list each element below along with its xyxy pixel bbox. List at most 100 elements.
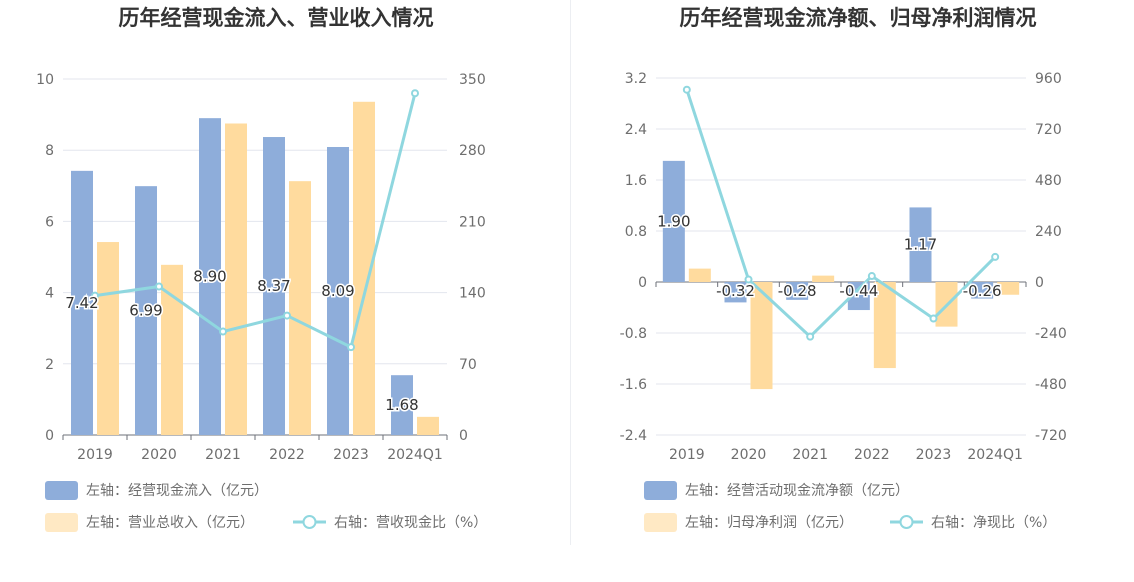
bar-secondary [812,275,835,282]
y-right-tick-label: -720 [1035,428,1067,444]
line-point [219,327,227,336]
data-label: -0.44 [839,282,878,300]
bar-secondary [688,268,711,282]
bar-secondary [873,282,896,369]
y-left-tick-label: 0.8 [625,224,647,240]
legend-swatch [644,481,677,500]
line-point [155,282,163,291]
chart-title: 历年经营现金流入、营业收入情况 [119,6,434,30]
legend-marker [899,515,914,529]
bar-secondary [997,282,1020,295]
data-label: 1.17 [904,236,937,254]
line-series [94,92,417,349]
line-point [929,314,938,323]
data-label: 6.99 [129,302,162,320]
x-tick-label: 2020 [141,447,177,463]
y-right-tick-label: -480 [1035,377,1067,393]
bar-primary [391,375,413,435]
legend-marker [302,515,317,529]
data-label: 1.68 [385,396,418,414]
data-label: -0.32 [716,282,755,300]
line-point [682,85,691,94]
bar-secondary [750,282,773,390]
line-point [991,252,1000,261]
data-label: 8.09 [321,282,354,300]
panel-divider [570,0,571,545]
y-right-tick-label: 280 [459,143,486,159]
bar-primary [847,282,870,311]
bar-secondary [289,181,311,435]
y-left-tick-label: 4 [45,286,54,302]
x-tick-label: 2022 [269,447,305,463]
bar-primary [662,160,685,282]
data-label: -0.26 [963,282,1002,300]
chart-title: 历年经营现金流净额、归母净利润情况 [680,6,1037,30]
legend-swatch [644,513,677,532]
bar-primary [786,282,809,300]
y-left-tick-label: 0 [45,428,54,444]
y-right-tick-label: 210 [459,214,486,230]
line-point [91,291,99,300]
y-right-tick-label: 350 [459,72,486,88]
bar-secondary [225,123,247,435]
bar-primary [971,282,994,299]
line-point [744,275,753,284]
y-right-tick-label: 240 [1035,224,1062,240]
bar-primary [263,137,285,435]
y-left-tick-label: 2 [45,357,54,373]
legend-label: 右轴：营收现金比（%） [334,515,487,531]
y-right-tick-label: -240 [1035,326,1067,342]
legend-label: 左轴：经营活动现金流净额（亿元） [685,483,909,499]
line-point [283,311,291,320]
legend-label: 左轴：营业总收入（亿元） [86,515,254,531]
y-left-tick-label: 6 [45,214,54,230]
y-left-tick-label: 2.4 [625,122,647,138]
y-left-tick-label: 1.6 [625,173,647,189]
y-right-tick-label: 480 [1035,173,1062,189]
legend-swatch [45,481,78,500]
y-left-tick-label: 8 [45,143,54,159]
legend-label: 左轴：经营现金流入（亿元） [86,483,268,499]
line-series [685,89,997,339]
x-tick-label: 2022 [854,447,890,463]
y-right-tick-label: 720 [1035,122,1062,138]
x-tick-label: 2019 [77,447,113,463]
bar-secondary [161,264,183,435]
x-tick-label: 2024Q1 [387,447,443,463]
bar-secondary [97,242,119,435]
y-right-tick-label: 960 [1035,71,1062,87]
bar-primary [327,146,349,435]
data-label: 1.90 [657,212,690,230]
x-tick-label: 2023 [916,447,952,463]
line-point [867,272,876,281]
x-tick-label: 2021 [205,447,241,463]
data-label: 7.42 [65,294,98,312]
data-label: -0.28 [778,282,817,300]
y-left-tick-label: 0 [638,275,647,291]
legend-label: 左轴：归母净利润（亿元） [685,514,853,531]
y-left-tick-label: -0.8 [620,326,647,342]
x-tick-label: 2020 [731,447,767,463]
y-right-tick-label: 140 [459,286,486,302]
bar-primary [199,118,221,435]
bar-primary [909,207,932,282]
y-right-tick-label: 70 [459,357,477,373]
line-point [347,343,355,352]
legend-label: 右轴：净现比（%） [931,515,1056,531]
line-point [411,89,419,98]
x-tick-label: 2021 [792,447,828,463]
data-label: 8.90 [193,268,226,286]
y-left-tick-label: 3.2 [625,71,647,87]
bar-secondary [417,416,439,435]
x-tick-label: 2023 [333,447,369,463]
line-point [806,332,815,341]
data-label: 8.37 [257,277,290,295]
legend-swatch [45,513,78,532]
x-tick-label: 2019 [669,447,705,463]
y-left-tick-label: 10 [36,72,54,88]
y-left-tick-label: -2.4 [620,428,647,444]
bar-primary [724,282,747,303]
y-right-tick-label: 0 [459,428,468,444]
